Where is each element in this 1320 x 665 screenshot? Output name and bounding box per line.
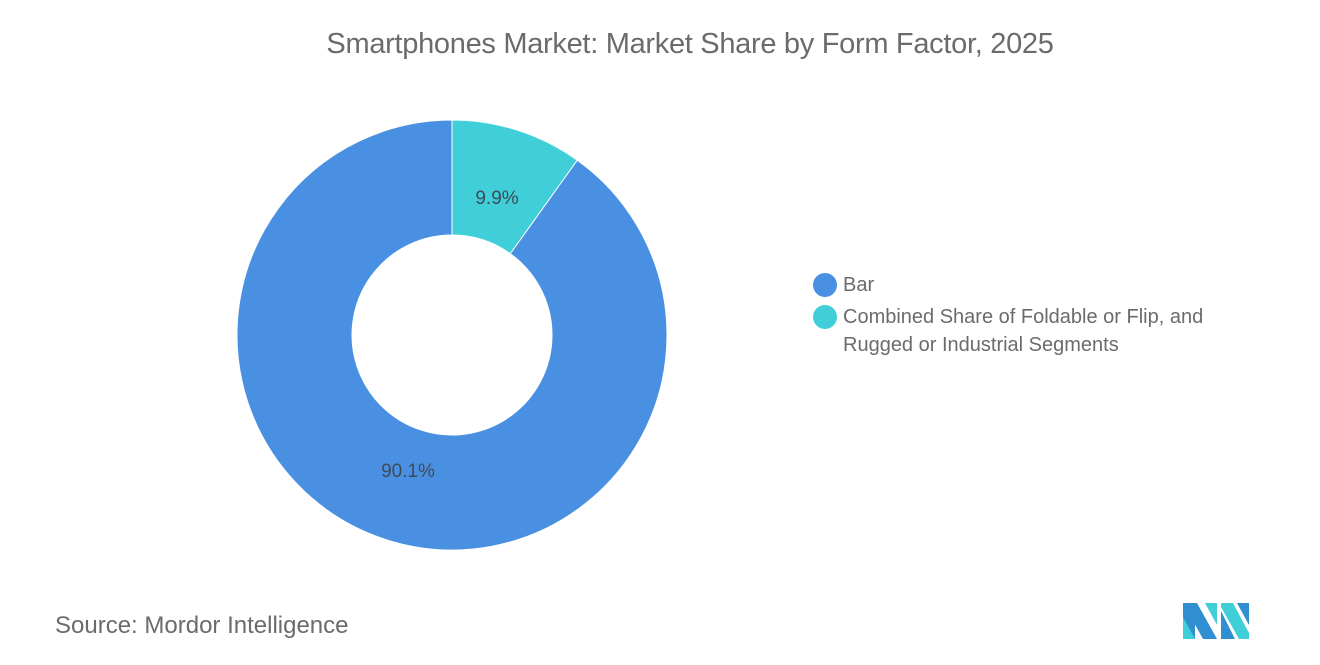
legend: Bar Combined Share of Foldable or Flip, … <box>813 271 1263 363</box>
source-label: Source: <box>55 612 138 639</box>
slice-label-bar: 90.1% <box>381 461 435 482</box>
slice-bar[interactable] <box>236 119 668 551</box>
slice-label-foldable: 9.9% <box>475 188 518 209</box>
donut-slices <box>236 119 668 551</box>
source-note: Source: Mordor Intelligence <box>55 612 349 640</box>
source-value: Mordor Intelligence <box>144 612 349 639</box>
chart-title: Smartphones Market: Market Share by Form… <box>326 28 1054 60</box>
legend-dot-foldable-icon <box>813 305 837 329</box>
legend-dot-bar-icon <box>813 273 837 297</box>
legend-item-bar[interactable]: Bar <box>813 271 1263 299</box>
mordor-intelligence-logo-icon <box>1183 603 1249 639</box>
legend-item-foldable-rugged[interactable]: Combined Share of Foldable or Flip, and … <box>813 303 1263 359</box>
legend-label-bar: Bar <box>843 274 875 296</box>
legend-label-foldable-rugged: Combined Share of Foldable or Flip, and … <box>843 306 1204 356</box>
